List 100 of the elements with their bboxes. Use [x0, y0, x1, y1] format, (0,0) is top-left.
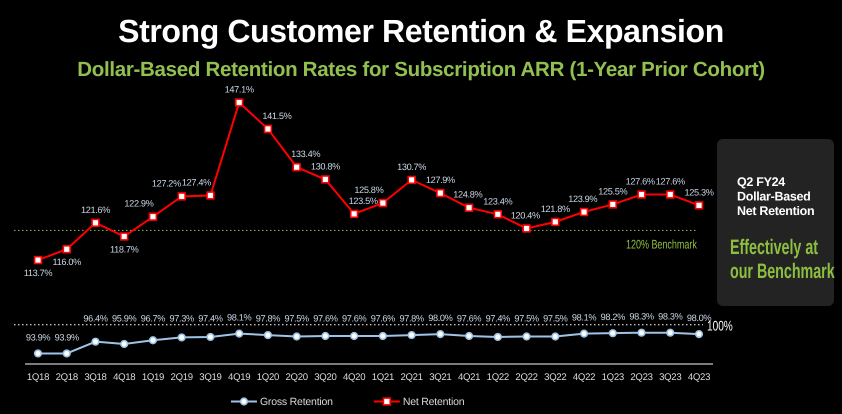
- data-label: 98.2%: [600, 312, 626, 322]
- x-tick-label: 3Q19: [199, 372, 222, 383]
- data-label: 123.4%: [483, 196, 513, 206]
- point: [206, 191, 215, 200]
- data-label: 124.8%: [453, 190, 482, 200]
- x-tick-label: 3Q20: [314, 372, 337, 383]
- data-label: 116.0%: [52, 257, 82, 268]
- data-label: 122.9%: [124, 198, 154, 209]
- data-label: 97.6%: [342, 314, 366, 324]
- point: [34, 256, 42, 264]
- x-tick-label: 2Q23: [630, 372, 653, 383]
- x-tick-label: 3Q21: [429, 372, 452, 383]
- data-label: 118.7%: [110, 244, 139, 254]
- chart-title: Strong Customer Retention & Expansion: [118, 13, 724, 49]
- x-tick-label: 3Q22: [544, 372, 566, 383]
- point: [148, 212, 158, 221]
- point: [608, 200, 617, 209]
- x-tick-label: 1Q18: [26, 372, 50, 383]
- x-tick-label: 3Q23: [659, 372, 682, 383]
- point: [551, 218, 560, 226]
- data-label: 96.7%: [140, 314, 166, 324]
- data-label: 121.6%: [80, 204, 110, 215]
- data-label: 96.4%: [83, 314, 108, 324]
- point: [264, 330, 272, 340]
- x-tick-label: 1Q20: [256, 372, 280, 383]
- point: [694, 330, 704, 338]
- data-label: 125.5%: [598, 186, 628, 196]
- ref-line-label: 120% Benchmark: [626, 238, 698, 252]
- point: [551, 332, 560, 341]
- data-label: 97.8%: [399, 314, 424, 324]
- legend-label: Net Retention: [402, 396, 465, 408]
- point: [666, 190, 674, 199]
- point: [494, 332, 502, 342]
- data-label: 93.9%: [54, 332, 80, 342]
- point: [436, 330, 444, 338]
- x-tick-label: 2Q18: [56, 372, 78, 383]
- point: [91, 338, 100, 346]
- point: [350, 332, 358, 340]
- data-label: 97.6%: [370, 314, 396, 324]
- x-tick-label: 4Q21: [458, 372, 480, 383]
- point: [494, 210, 502, 219]
- x-tick-label: 3Q18: [84, 372, 107, 383]
- point: [408, 330, 416, 340]
- data-label: 130.7%: [397, 162, 426, 172]
- point: [91, 218, 100, 228]
- point: [637, 190, 646, 199]
- x-tick-label: 1Q23: [602, 372, 624, 383]
- point: [378, 332, 387, 340]
- point: [321, 332, 330, 340]
- x-tick-label: 4Q20: [342, 372, 366, 383]
- data-label: 133.4%: [291, 149, 320, 160]
- point: [62, 349, 71, 358]
- data-label: 97.4%: [486, 314, 510, 324]
- data-label: 147.1%: [224, 84, 254, 95]
- data-label: 97.5%: [284, 314, 309, 324]
- point: [264, 124, 272, 134]
- x-tick-label: 4Q22: [572, 372, 596, 383]
- point: [148, 336, 158, 344]
- data-label: 125.8%: [354, 185, 384, 196]
- data-label: 98.1%: [227, 312, 252, 323]
- point: [436, 188, 445, 198]
- x-tick-label: 2Q21: [400, 372, 423, 383]
- point: [580, 208, 588, 216]
- data-label: 97.3%: [170, 314, 194, 324]
- data-label: 127.6%: [626, 176, 655, 187]
- data-label: 127.6%: [656, 176, 685, 187]
- data-label: 120.4%: [510, 210, 540, 220]
- point: [350, 210, 358, 218]
- x-tick-label: 2Q19: [170, 372, 193, 383]
- x-tick-label: 4Q19: [228, 372, 250, 383]
- data-label: 113.7%: [24, 268, 52, 278]
- data-label: 123.9%: [568, 194, 598, 204]
- data-label: 95.9%: [112, 314, 137, 324]
- point: [407, 176, 416, 184]
- point: [378, 198, 388, 208]
- data-label: 97.5%: [543, 314, 568, 324]
- legend-label: Gross Retention: [260, 396, 334, 408]
- data-label: 93.9%: [26, 332, 50, 342]
- data-label: 121.8%: [540, 204, 570, 214]
- point: [464, 204, 474, 212]
- point: [120, 232, 128, 241]
- x-tick-label: 1Q19: [142, 372, 164, 383]
- data-label: 97.6%: [313, 314, 338, 324]
- x-tick-label: 4Q18: [113, 372, 136, 383]
- point: [235, 330, 244, 338]
- point: [62, 245, 71, 254]
- x-tick-label: 4Q23: [688, 372, 710, 383]
- data-label: 123.5%: [348, 196, 378, 206]
- point: [234, 98, 244, 107]
- point: [120, 340, 128, 348]
- data-label: 127.9%: [426, 175, 456, 186]
- data-label: 98.1%: [572, 312, 596, 323]
- point: [292, 332, 301, 341]
- point: [178, 333, 186, 342]
- point: [694, 201, 704, 210]
- point: [34, 349, 42, 358]
- chart-subtitle: Dollar-Based Retention Rates for Subscription ARR (1-Year Prior Cohort): [77, 58, 765, 81]
- data-label: 127.2%: [152, 178, 182, 188]
- x-tick-label: 2Q22: [515, 372, 538, 383]
- data-label: 97.4%: [198, 314, 223, 324]
